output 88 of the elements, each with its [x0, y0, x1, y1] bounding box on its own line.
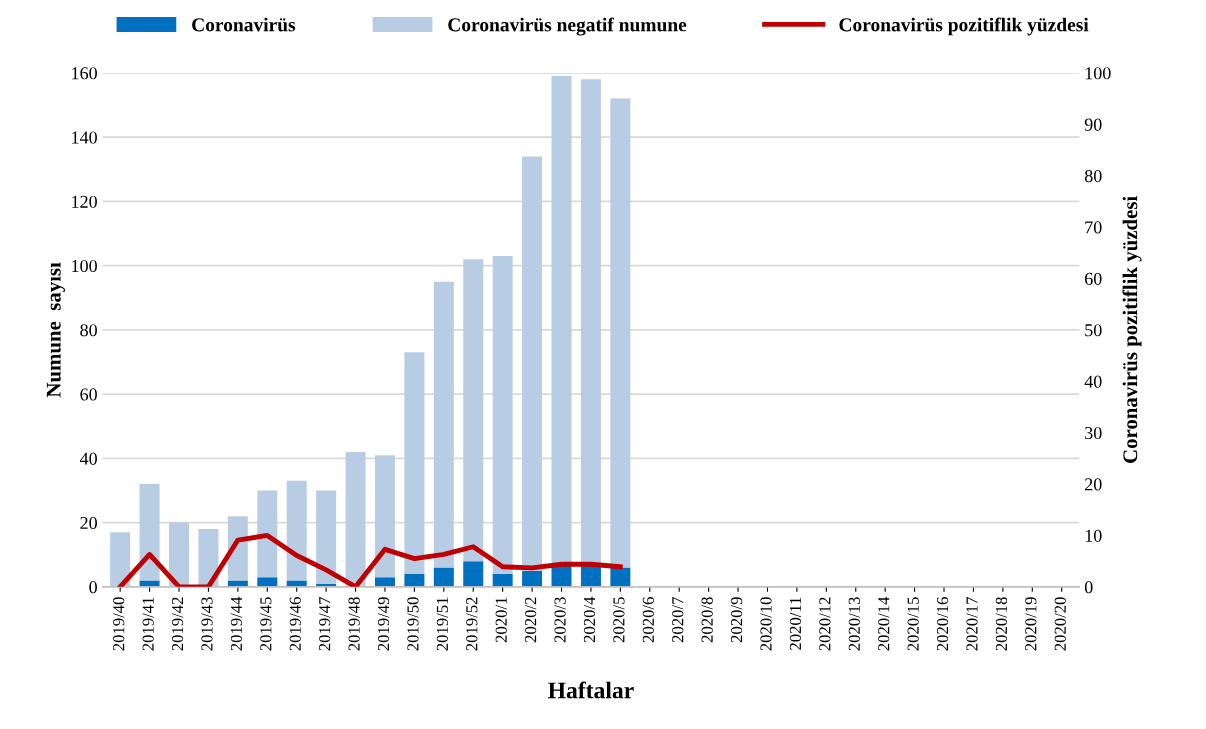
bar [610, 98, 631, 568]
bar [580, 79, 601, 565]
x-tick-label: 2020/7 [672, 597, 684, 643]
bar [286, 480, 307, 581]
x-tick-label: 2020/15 [907, 597, 919, 651]
y-tick-label: 40 [79, 452, 97, 465]
bar [227, 580, 248, 587]
x-tick-label: 2020/12 [819, 597, 831, 651]
x-tick-label: 2019/46 [289, 597, 301, 651]
x-tick-label: 2019/45 [260, 597, 272, 651]
x-tick-label: 2020/18 [995, 597, 1008, 651]
bar [139, 580, 160, 587]
y2-tick-label: 60 [1085, 272, 1102, 285]
y2-tick-label: 90 [1084, 118, 1102, 131]
x-tick-label: 2020/13 [848, 597, 860, 651]
y-tick-label: 120 [72, 195, 97, 208]
x-tick-label: 2019/52 [466, 597, 478, 651]
x-tick-label: 2019/42 [171, 597, 184, 651]
x-tick-label: 2019/50 [407, 597, 419, 651]
y2-tick-label: 80 [1084, 169, 1102, 183]
bar [433, 281, 454, 568]
y-axis-title: Numune sayısı [46, 262, 66, 398]
x-tick-label: 2020/14 [878, 596, 890, 651]
x-tick-label: 2020/3 [554, 597, 566, 643]
bar [463, 561, 484, 587]
legend-label: Coronavirüs negatif numune [448, 17, 687, 36]
legend-label: Coronavirüs [192, 17, 296, 32]
x-tick-label: 2020/1 [495, 597, 507, 643]
x-tick-label: 2019/51 [436, 597, 448, 651]
y2-tick-label: 50 [1085, 324, 1102, 337]
bar [198, 529, 219, 587]
bar [610, 567, 631, 587]
y2-tick-label: 10 [1085, 529, 1102, 542]
y2-tick-label: 40 [1084, 375, 1102, 388]
bar [139, 484, 160, 581]
y2-tick-label: 20 [1085, 478, 1102, 491]
bar [404, 352, 425, 574]
y2-tick-label: 70 [1085, 221, 1102, 234]
y2-axis-title: Coronavirüs pozitiflik yüzdesi [1122, 196, 1142, 463]
bar [463, 259, 484, 562]
x-tick-label: 2020/17 [966, 597, 978, 651]
y-tick-label: 80 [80, 324, 97, 337]
x-tick-label: 2020/5 [613, 597, 625, 643]
bar [433, 567, 454, 587]
bar [316, 490, 337, 584]
bar [257, 490, 278, 578]
bar [374, 455, 395, 578]
bar [286, 580, 307, 587]
x-tick-label: 2019/47 [319, 597, 331, 651]
y2-tick-label: 100 [1085, 67, 1111, 80]
bar [110, 532, 131, 587]
bar [522, 570, 543, 587]
y-tick-label: 20 [80, 516, 97, 530]
x-tick-label: 2020/11 [789, 597, 802, 650]
x-tick-label: 2019/43 [201, 597, 213, 651]
bar [404, 574, 425, 587]
x-tick-label: 2020/9 [730, 597, 743, 643]
y-tick-label: 160 [72, 67, 97, 80]
x-tick-label: 2020/10 [760, 597, 772, 651]
x-tick-label: 2020/4 [583, 596, 596, 643]
y-tick-label: 140 [72, 131, 97, 144]
y2-tick-label: 0 [1084, 581, 1093, 594]
x-tick-label: 2020/16 [936, 597, 949, 651]
legend-label: Coronavirüs pozitiflik yüzdesi [839, 17, 1089, 36]
x-tick-label: 2020/8 [701, 597, 713, 643]
bar [551, 76, 572, 565]
x-tick-label: 2020/19 [1025, 597, 1037, 651]
x-tick-label: 2019/40 [113, 597, 125, 651]
y2-tick-label: 30 [1085, 426, 1102, 440]
bar [374, 577, 395, 587]
x-tick-label: 2019/49 [377, 597, 390, 651]
y-tick-label: 0 [89, 581, 97, 594]
bar [492, 574, 513, 587]
x-tick-label: 2019/41 [142, 597, 154, 651]
line-series [117, 533, 623, 587]
bar [169, 522, 190, 587]
bar [257, 577, 278, 587]
x-tick-label: 2020/2 [525, 597, 537, 643]
x-axis-title: Haftalar [548, 681, 634, 699]
x-tick-label: 2020/20 [1054, 597, 1066, 651]
x-tick-label: 2019/48 [348, 597, 360, 651]
y-tick-label: 100 [72, 259, 97, 273]
bar [345, 451, 366, 587]
x-tick-label: 2020/6 [642, 597, 654, 643]
x-tick-label: 2019/44 [230, 596, 243, 651]
y-tick-label: 60 [80, 388, 97, 401]
bar [522, 156, 543, 571]
bar [492, 255, 513, 574]
